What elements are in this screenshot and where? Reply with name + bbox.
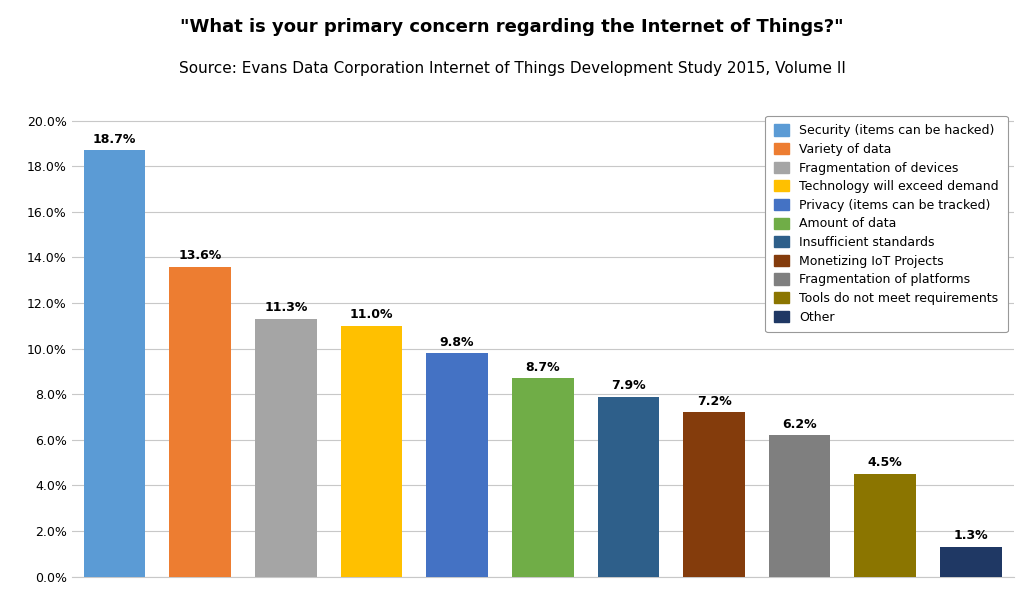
Legend: Security (items can be hacked), Variety of data, Fragmentation of devices, Techn: Security (items can be hacked), Variety … xyxy=(765,115,1008,332)
Text: 9.8%: 9.8% xyxy=(440,336,474,348)
Bar xyxy=(769,435,830,577)
Text: 7.2%: 7.2% xyxy=(696,395,731,408)
Bar xyxy=(341,326,402,577)
Bar xyxy=(169,266,231,577)
Bar xyxy=(426,353,487,577)
Text: 4.5%: 4.5% xyxy=(868,456,903,469)
Bar xyxy=(598,396,659,577)
Bar xyxy=(854,474,916,577)
Text: "What is your primary concern regarding the Internet of Things?": "What is your primary concern regarding … xyxy=(180,18,844,36)
Text: 7.9%: 7.9% xyxy=(611,379,646,392)
Bar xyxy=(683,413,744,577)
Text: 18.7%: 18.7% xyxy=(93,133,136,146)
Bar xyxy=(84,151,145,577)
Text: 11.0%: 11.0% xyxy=(349,308,393,321)
Text: 1.3%: 1.3% xyxy=(953,529,988,543)
Bar xyxy=(940,547,1001,577)
Text: 8.7%: 8.7% xyxy=(525,361,560,374)
Text: 6.2%: 6.2% xyxy=(782,418,817,431)
Text: Source: Evans Data Corporation Internet of Things Development Study 2015, Volume: Source: Evans Data Corporation Internet … xyxy=(178,61,846,76)
Bar xyxy=(512,378,573,577)
Text: 13.6%: 13.6% xyxy=(178,249,222,262)
Bar xyxy=(255,319,316,577)
Text: 11.3%: 11.3% xyxy=(264,302,307,314)
